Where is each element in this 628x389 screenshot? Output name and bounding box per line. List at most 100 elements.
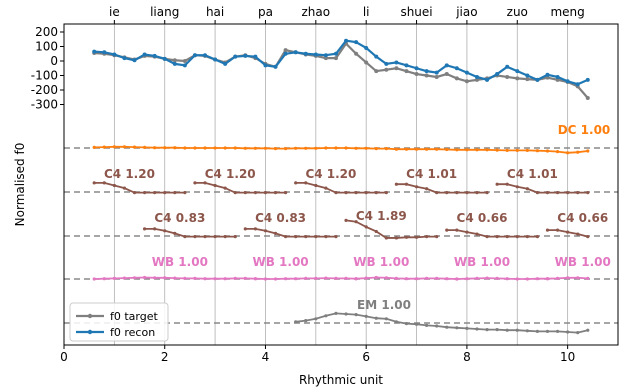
component-11-point-5	[142, 275, 147, 280]
component-4-point-3	[425, 187, 429, 191]
component-2-point-1	[203, 181, 207, 185]
component-5-point-1	[505, 182, 509, 186]
component-12-point-0	[253, 277, 257, 281]
component-13-point-5	[404, 277, 409, 281]
legend-label-0: f0 target	[110, 310, 159, 323]
component-0-point-30	[394, 147, 398, 151]
component-label-11: WB 1.00	[152, 255, 208, 269]
component-3-point-4	[334, 191, 338, 195]
series-f0-recon-point-7	[162, 56, 167, 61]
component-5-point-6	[555, 191, 560, 195]
component-label-9: C4 0.66	[457, 211, 508, 225]
component-4-point-4	[435, 191, 439, 195]
series-f0-recon-point-42	[515, 69, 520, 74]
component-16-point-12	[414, 322, 419, 326]
legend-label-1: f0 recon	[110, 326, 155, 339]
component-5-point-3	[525, 187, 529, 191]
component-10	[545, 228, 590, 239]
top-label-li: li	[363, 5, 370, 19]
component-0-point-2	[112, 145, 116, 149]
component-7-point-3	[273, 231, 278, 235]
series-f0-target-point-30	[394, 66, 399, 71]
component-13	[354, 275, 459, 281]
component-9-line	[446, 229, 538, 238]
component-0-point-28	[374, 147, 378, 151]
component-16-point-16	[455, 326, 459, 330]
component-16-point-13	[425, 323, 429, 327]
component-11-point-1	[102, 277, 106, 281]
component-11-point-9	[183, 276, 187, 280]
component-1	[92, 181, 187, 195]
component-10-point-1	[555, 228, 560, 232]
series-f0-recon-point-11	[203, 53, 208, 58]
series-f0-recon-point-44	[535, 77, 540, 82]
series-f0-recon-point-23	[323, 53, 328, 58]
component-label-6: C4 0.83	[154, 211, 205, 225]
series-f0-recon-point-28	[374, 54, 379, 59]
component-16-point-26	[555, 329, 560, 333]
component-3-point-1	[304, 181, 308, 185]
component-16-point-7	[364, 314, 368, 318]
component-16-point-9	[384, 317, 388, 321]
component-5-point-9	[586, 191, 590, 195]
component-12	[253, 276, 358, 281]
component-11-point-11	[203, 277, 207, 281]
component-9-point-9	[535, 235, 540, 239]
component-0-point-0	[92, 145, 96, 149]
component-0-point-31	[404, 147, 409, 151]
component-2-point-3	[223, 186, 227, 190]
component-12-point-7	[324, 276, 328, 280]
component-16-point-21	[505, 328, 509, 332]
y-tick-label-5: -300	[31, 98, 58, 112]
series-f0-target-point-49	[585, 95, 590, 100]
component-13-point-7	[425, 276, 429, 280]
series-f0-recon-point-48	[575, 82, 580, 87]
component-5-point-0	[495, 182, 499, 186]
component-16-point-2	[314, 317, 318, 321]
y-tick-label-3: -100	[31, 69, 58, 83]
component-11	[92, 275, 257, 281]
component-6-point-5	[193, 235, 197, 239]
x-tick-label-4: 8	[463, 350, 471, 364]
top-label-zuo: zuo	[507, 5, 528, 19]
series-f0-recon-point-3	[122, 56, 127, 61]
series-f0-recon-point-14	[233, 54, 238, 59]
series-f0-recon-point-29	[384, 61, 389, 66]
component-0-point-26	[354, 146, 358, 150]
component-16-point-11	[404, 322, 409, 326]
series-f0-recon-point-2	[112, 52, 117, 57]
component-11-point-2	[112, 276, 116, 280]
component-0-point-37	[465, 148, 469, 152]
component-16-line	[295, 312, 588, 334]
component-0-point-5	[142, 145, 147, 149]
component-label-7: C4 0.83	[255, 211, 306, 225]
top-label-hai: hai	[206, 5, 224, 19]
component-11-point-13	[223, 277, 227, 281]
series-f0-recon-point-32	[414, 66, 419, 71]
component-12-point-8	[334, 276, 338, 280]
component-14-point-4	[495, 276, 499, 280]
x-tick-label-5: 10	[560, 350, 575, 364]
series-f0-target-point-24	[333, 56, 338, 61]
component-3-point-7	[364, 191, 368, 195]
component-15-point-2	[566, 276, 570, 280]
component-0-point-46	[555, 150, 560, 154]
component-13-point-3	[384, 276, 388, 280]
component-11-point-10	[193, 276, 197, 280]
series-f0-recon-point-24	[333, 51, 338, 56]
component-label-15: WB 1.00	[555, 255, 611, 269]
series-f0-recon	[92, 38, 590, 87]
series-f0-recon-point-10	[192, 53, 197, 58]
series-f0-target-point-33	[424, 73, 429, 78]
component-0-point-42	[515, 148, 519, 152]
component-10-point-4	[586, 235, 590, 239]
component-7-point-2	[263, 229, 268, 233]
component-2-point-4	[233, 191, 237, 195]
component-16-point-4	[334, 311, 338, 315]
series-f0-recon-point-33	[424, 69, 429, 74]
component-label-4: C4 1.01	[406, 167, 457, 181]
component-16-point-25	[545, 329, 550, 333]
series-f0-recon-point-38	[474, 74, 479, 79]
component-14-point-5	[505, 277, 509, 281]
